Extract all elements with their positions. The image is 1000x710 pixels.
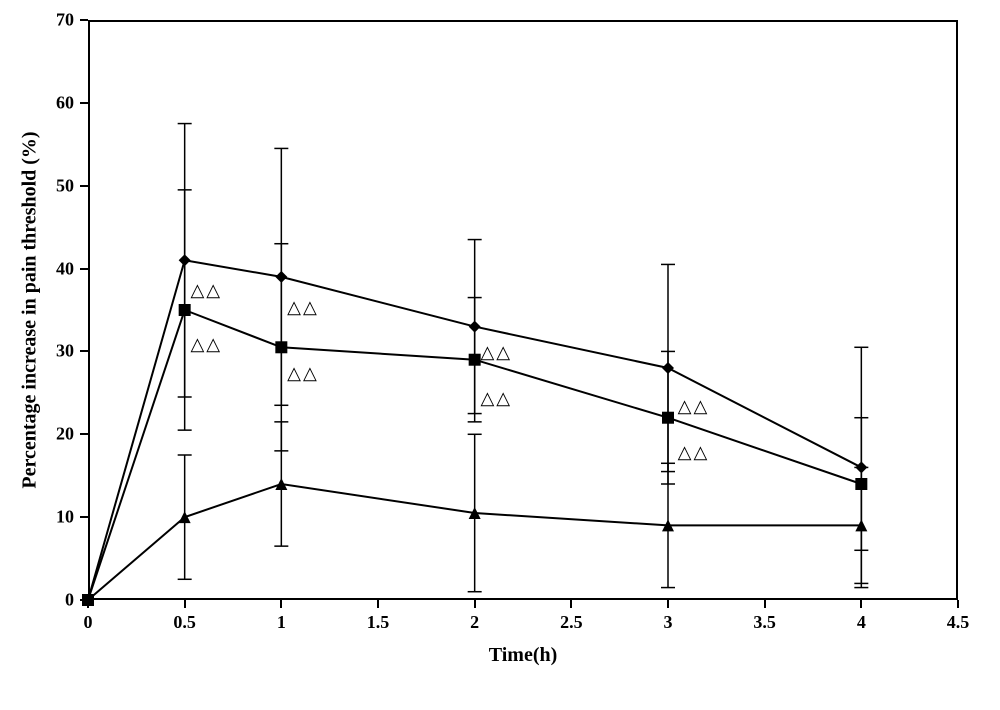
x-tick-label: 2.5 [560, 612, 583, 633]
y-tick-label: 70 [56, 10, 74, 31]
y-tick-label: 0 [65, 590, 74, 611]
x-tick [87, 600, 89, 608]
y-tick-label: 20 [56, 424, 74, 445]
significance-marker: △△ [190, 280, 222, 301]
y-tick [80, 350, 88, 352]
x-tick-label: 2 [470, 612, 479, 633]
x-tick [764, 600, 766, 608]
x-tick-label: 4.5 [947, 612, 970, 633]
y-tick-label: 30 [56, 341, 74, 362]
significance-marker: △△ [287, 363, 319, 384]
y-tick [80, 185, 88, 187]
marker-square [469, 354, 481, 366]
significance-marker: △△ [190, 334, 222, 355]
y-tick-label: 60 [56, 92, 74, 113]
y-tick [80, 433, 88, 435]
significance-marker: △△ [678, 442, 710, 463]
x-tick [280, 600, 282, 608]
x-tick [474, 600, 476, 608]
y-tick [80, 516, 88, 518]
x-tick [957, 600, 959, 608]
marker-square [179, 304, 191, 316]
significance-marker: △△ [287, 297, 319, 318]
y-tick [80, 268, 88, 270]
x-tick [570, 600, 572, 608]
x-tick-label: 3 [664, 612, 673, 633]
significance-marker: △△ [678, 396, 710, 417]
x-tick [377, 600, 379, 608]
x-tick [667, 600, 669, 608]
y-tick [80, 19, 88, 21]
x-tick [860, 600, 862, 608]
significance-marker: △△ [480, 388, 512, 409]
marker-triangle [179, 511, 191, 523]
y-tick-label: 50 [56, 175, 74, 196]
marker-square [275, 341, 287, 353]
y-tick-label: 10 [56, 507, 74, 528]
x-tick-label: 0 [84, 612, 93, 633]
y-tick [80, 102, 88, 104]
x-tick-label: 3.5 [753, 612, 776, 633]
y-tick [80, 599, 88, 601]
x-tick-label: 0.5 [173, 612, 196, 633]
marker-square [662, 412, 674, 424]
significance-marker: △△ [480, 342, 512, 363]
x-tick-label: 1 [277, 612, 286, 633]
y-axis-title: Percentage increase in pain threshold (%… [19, 131, 42, 488]
x-tick [184, 600, 186, 608]
y-tick-label: 40 [56, 258, 74, 279]
x-axis-title: Time(h) [489, 644, 558, 667]
x-tick-label: 4 [857, 612, 866, 633]
x-tick-label: 1.5 [367, 612, 390, 633]
